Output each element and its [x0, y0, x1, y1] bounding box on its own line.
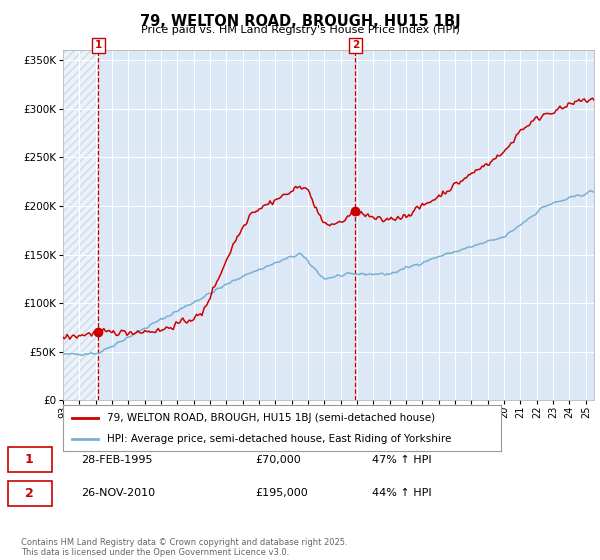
Text: Price paid vs. HM Land Registry's House Price Index (HPI): Price paid vs. HM Land Registry's House … — [140, 25, 460, 35]
Text: Contains HM Land Registry data © Crown copyright and database right 2025.
This d: Contains HM Land Registry data © Crown c… — [21, 538, 347, 557]
Text: 1: 1 — [25, 453, 34, 466]
Text: £195,000: £195,000 — [255, 488, 308, 498]
Text: 79, WELTON ROAD, BROUGH, HU15 1BJ: 79, WELTON ROAD, BROUGH, HU15 1BJ — [140, 14, 460, 29]
Text: 1: 1 — [95, 40, 102, 50]
FancyBboxPatch shape — [8, 481, 52, 506]
Text: 44% ↑ HPI: 44% ↑ HPI — [371, 488, 431, 498]
Text: HPI: Average price, semi-detached house, East Riding of Yorkshire: HPI: Average price, semi-detached house,… — [107, 435, 451, 444]
Text: 28-FEB-1995: 28-FEB-1995 — [80, 455, 152, 465]
Text: 2: 2 — [25, 487, 34, 500]
Text: 79, WELTON ROAD, BROUGH, HU15 1BJ (semi-detached house): 79, WELTON ROAD, BROUGH, HU15 1BJ (semi-… — [107, 413, 435, 423]
Text: 47% ↑ HPI: 47% ↑ HPI — [371, 455, 431, 465]
Text: 2: 2 — [352, 40, 359, 50]
Text: 26-NOV-2010: 26-NOV-2010 — [80, 488, 155, 498]
Text: £70,000: £70,000 — [255, 455, 301, 465]
FancyBboxPatch shape — [8, 447, 52, 472]
Bar — [63, 50, 98, 400]
